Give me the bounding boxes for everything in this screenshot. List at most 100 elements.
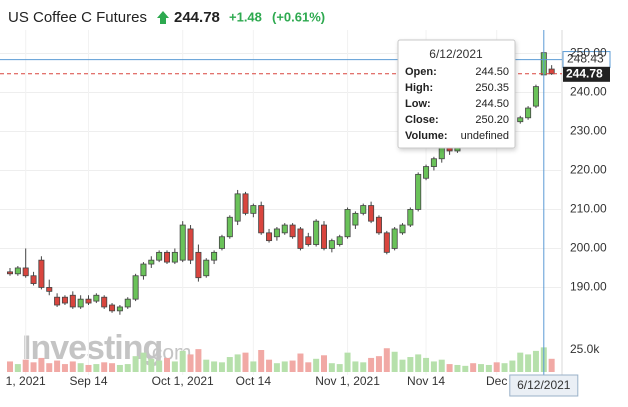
volume-bar (485, 364, 492, 372)
candle-body (171, 251, 178, 263)
candle-body (179, 224, 186, 261)
volume-bar (360, 362, 367, 372)
volume-bar (258, 350, 265, 372)
volume-bar (164, 357, 170, 372)
candle-body (548, 68, 555, 75)
x-tick-label: Dec (486, 374, 507, 388)
volume-bar (391, 351, 398, 372)
volume-bar (69, 361, 76, 372)
candle-body (407, 209, 414, 226)
candle-body (242, 193, 249, 214)
header: US Coffee C Futures 244.78 +1.48 (+0.61%… (8, 9, 325, 26)
volume-bar (305, 362, 312, 372)
volume-bar (423, 357, 430, 372)
volume-bar (85, 364, 92, 372)
volume-bar (525, 354, 532, 372)
candle-body (226, 216, 233, 238)
candle-body (218, 236, 225, 249)
candle-body (336, 236, 343, 245)
crosshair-date-box (509, 374, 579, 397)
x-tick-label: 1, 2021 (6, 374, 46, 388)
volume-bar (203, 359, 210, 372)
candle-body (132, 275, 139, 300)
x-tick-label: Nov 1, 2021 (315, 374, 380, 388)
x-tick-label: Oct 14 (236, 374, 272, 388)
tooltip-label: High: (405, 82, 433, 94)
candle-body (46, 287, 53, 292)
x-tick-label: Oct 1, 2021 (152, 374, 214, 388)
tooltip-value: undefined (461, 130, 509, 142)
candle-body (320, 224, 327, 249)
volume-bar (321, 355, 327, 372)
candle-body (14, 267, 21, 275)
volume-bar (109, 363, 116, 372)
candle-body (156, 251, 163, 261)
volume-bar (226, 357, 233, 372)
tooltip: 6/12/2021 Open: 244.50 High: 250.35 Low: 244.5… (397, 39, 516, 149)
candle-body (360, 205, 367, 214)
candle-body (38, 259, 45, 288)
x-tick-label: Nov 14 (407, 374, 445, 388)
volume-bar (250, 361, 257, 372)
y2-tick-label: 25.0k (570, 342, 600, 356)
volume-bar (77, 363, 84, 372)
volume-bar (368, 357, 375, 372)
candle-body (313, 220, 320, 245)
candle-body (22, 267, 29, 277)
y-tick-label: 200.00 (570, 241, 607, 255)
candle-body (7, 271, 13, 275)
volume-bar (478, 364, 484, 372)
price-change-pct: (+0.61%) (272, 9, 325, 24)
candle-body (438, 146, 445, 160)
volume-bar (446, 364, 453, 372)
volume-bar (22, 359, 29, 372)
volume-bar (14, 364, 21, 372)
volume-bar (156, 360, 163, 372)
volume-bar (313, 358, 320, 372)
volume-bar (383, 348, 390, 372)
volume-bar (430, 361, 437, 372)
volume-bar (273, 363, 280, 372)
tooltip-value: 244.50 (475, 66, 509, 78)
candle-body (375, 216, 382, 234)
tooltip-value: 244.50 (475, 98, 509, 110)
volume-bar (328, 363, 335, 372)
volume-bar (438, 359, 445, 372)
candle-body (195, 251, 202, 279)
candle-body (69, 294, 76, 308)
candle-body (211, 251, 218, 261)
candle-body (85, 298, 92, 304)
volume-bar (501, 363, 508, 372)
candle-body (93, 294, 100, 302)
volume-bar (344, 352, 351, 372)
volume-bar (124, 364, 131, 372)
volume-bar (187, 354, 194, 372)
volume-bar (171, 361, 178, 372)
volume-bar (462, 365, 469, 372)
last-price-label: 244.78 (566, 66, 603, 80)
volume-bar (148, 358, 155, 372)
candle-body (54, 296, 61, 306)
x-tick-label: Sep 14 (69, 374, 107, 388)
volume-bar (352, 361, 359, 372)
volume-bar (297, 353, 304, 372)
y-tick-label: 190.00 (570, 280, 607, 294)
watermark-logo: Investing (22, 329, 162, 367)
volume-bar (532, 350, 539, 372)
candle-body (124, 298, 131, 308)
volume-bars (7, 347, 555, 372)
volume-bar (415, 354, 422, 372)
volume-bar (266, 359, 273, 372)
volume-bar (218, 362, 225, 372)
volume-bar (54, 360, 61, 372)
candle-body (187, 228, 194, 261)
volume-bar (46, 363, 53, 372)
y-tick-label: 220.00 (570, 163, 607, 177)
volume-bar (509, 360, 516, 372)
volume-bar (289, 360, 296, 372)
candle-body (423, 166, 430, 179)
tooltip-label: Low: (405, 98, 431, 110)
volume-bar (407, 357, 414, 372)
candle-body (399, 224, 406, 234)
candle-body (258, 205, 265, 234)
